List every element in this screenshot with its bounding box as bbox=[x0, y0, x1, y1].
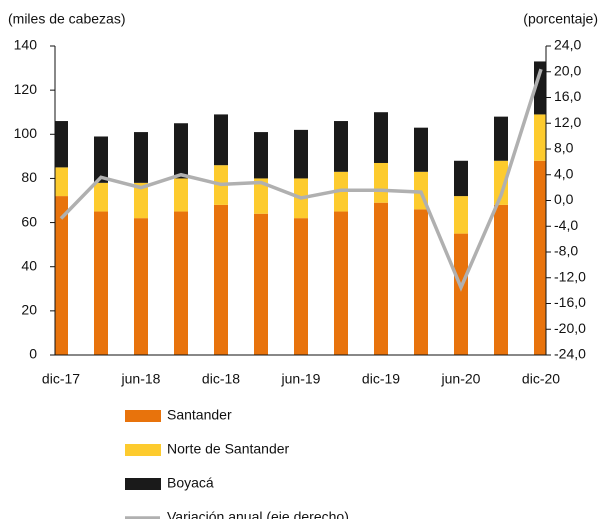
bar-segment bbox=[494, 160, 508, 205]
bar-segment bbox=[494, 116, 508, 161]
y2-tick-label: -24,0 bbox=[554, 346, 586, 362]
bar-segment bbox=[254, 213, 268, 355]
bar-segment bbox=[55, 167, 68, 197]
bar-segment bbox=[134, 218, 148, 355]
bar-segment bbox=[414, 127, 428, 172]
y2-tick-label: 8,0 bbox=[554, 140, 574, 156]
y2-tick-label: 0,0 bbox=[554, 191, 574, 207]
bar-segment bbox=[374, 202, 388, 355]
x-tick-label: dic-19 bbox=[362, 371, 400, 387]
bar-segment bbox=[254, 132, 268, 179]
bar-segment bbox=[214, 204, 228, 355]
bar-segment bbox=[374, 112, 388, 163]
y-tick-label: 60 bbox=[21, 213, 37, 229]
x-tick-label: jun-18 bbox=[121, 371, 161, 387]
y-tick-label: 100 bbox=[14, 125, 38, 141]
bar-segment bbox=[94, 182, 108, 212]
bar-segment bbox=[55, 196, 68, 355]
bar-segment bbox=[94, 211, 108, 355]
y-tick-label: 120 bbox=[14, 81, 38, 97]
bar-segment bbox=[414, 209, 428, 355]
legend-swatch bbox=[125, 478, 161, 490]
y-axis-label: (miles de cabezas) bbox=[8, 11, 126, 27]
bar-segment bbox=[214, 114, 228, 166]
x-tick-label: dic-17 bbox=[42, 371, 80, 387]
bar-segment bbox=[534, 160, 546, 355]
y-tick-label: 0 bbox=[29, 346, 37, 362]
bar-segment bbox=[134, 182, 148, 219]
legend-swatch bbox=[125, 444, 161, 456]
x-tick-label: jun-19 bbox=[281, 371, 321, 387]
y2-tick-label: 16,0 bbox=[554, 88, 581, 104]
bar-segment bbox=[494, 204, 508, 355]
y2-tick-label: -4,0 bbox=[554, 217, 578, 233]
y-tick-label: 40 bbox=[21, 257, 37, 273]
bar-segment bbox=[334, 211, 348, 355]
y2-axis-label: (porcentaje) bbox=[523, 11, 598, 27]
bar-segment bbox=[174, 178, 188, 212]
bar-segment bbox=[454, 196, 468, 234]
bar-segment bbox=[94, 136, 108, 183]
y-tick-label: 80 bbox=[21, 169, 37, 185]
bar-segment bbox=[534, 114, 546, 161]
legend-label: Boyacá bbox=[167, 475, 214, 491]
bar-segment bbox=[254, 178, 268, 214]
y2-tick-label: 24,0 bbox=[554, 37, 581, 53]
y2-tick-label: 12,0 bbox=[554, 114, 581, 130]
legend-swatch bbox=[125, 410, 161, 422]
bar-segment bbox=[334, 121, 348, 172]
bar-segment bbox=[534, 61, 546, 115]
bar-segment bbox=[294, 218, 308, 355]
bar-segment bbox=[174, 123, 188, 179]
bar-segment bbox=[294, 129, 308, 179]
line-series bbox=[59, 68, 543, 292]
y2-tick-label: -20,0 bbox=[554, 320, 586, 336]
bar-segment bbox=[374, 162, 388, 203]
x-tick-label: dic-18 bbox=[202, 371, 240, 387]
legend-label: Norte de Santander bbox=[167, 441, 290, 457]
bar-segment bbox=[454, 160, 468, 197]
bar-segment bbox=[454, 233, 468, 355]
bar-segment bbox=[134, 132, 148, 183]
y2-tick-label: -12,0 bbox=[554, 268, 586, 284]
x-tick-label: jun-20 bbox=[441, 371, 481, 387]
y2-tick-label: 20,0 bbox=[554, 62, 581, 78]
y2-tick-label: -16,0 bbox=[554, 294, 586, 310]
x-tick-label: dic-20 bbox=[522, 371, 560, 387]
bar-segment bbox=[174, 211, 188, 355]
y-tick-label: 140 bbox=[14, 37, 38, 53]
y-tick-label: 20 bbox=[21, 302, 37, 318]
legend-label: Variación anual (eje derecho) bbox=[167, 509, 349, 519]
legend-label: Santander bbox=[167, 407, 232, 423]
y2-tick-label: 4,0 bbox=[554, 165, 574, 181]
y2-tick-label: -8,0 bbox=[554, 243, 578, 259]
bar-segment bbox=[55, 121, 68, 168]
